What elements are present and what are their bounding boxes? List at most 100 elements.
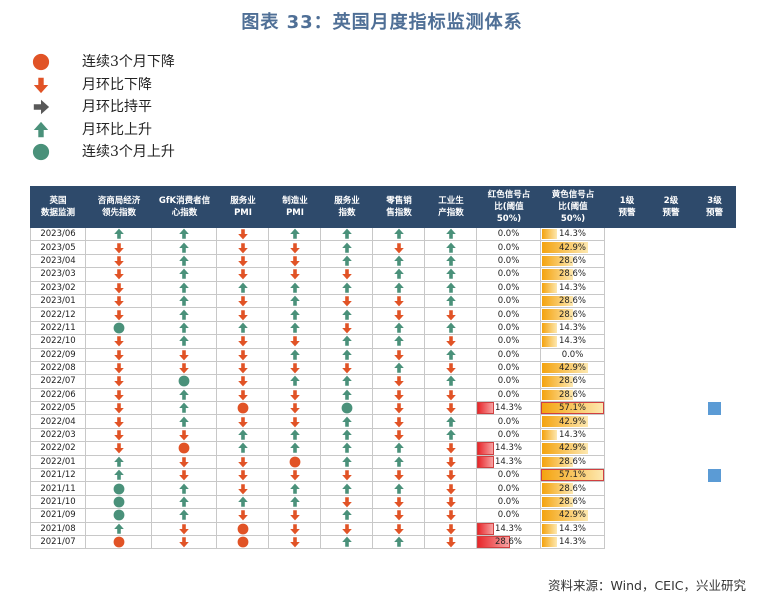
up-arrow-icon [341,389,352,400]
indicator-cell [217,254,269,269]
green-circle-icon [113,509,124,521]
red-signal-value: 0.0% [497,229,520,240]
yellow-signal-value: 57.1% [558,470,586,481]
up-arrow-icon [445,416,456,427]
red-signal-value: 0.0% [497,349,520,360]
up-arrow-icon [289,443,300,454]
up-arrow-icon [32,121,50,139]
table-header: 英国 数据监测 咨商局经济 领先指数 GfK消费者信 心指数 服务业 PMI 制造业 P… [30,186,736,228]
red-signal-bar [477,535,510,549]
up-arrow-icon [179,268,189,280]
down-arrow-icon [179,430,189,441]
up-arrow-icon [179,255,189,266]
warning-level-2-cell [649,402,693,415]
down-arrow-icon [445,403,456,414]
down-arrow-icon [179,457,189,468]
column-header: GfK消费者信 心指数 [158,196,211,218]
up-arrow-icon [289,349,300,360]
up-arrow-icon [179,416,189,427]
indicator-cell [269,402,321,416]
yellow-signal-cell: 28.6% [541,254,605,269]
red-signal-cell: 0.0% [477,375,541,389]
up-arrow-icon [289,429,300,440]
indicator-cell [269,509,321,523]
row-date: 2022/09 [30,348,86,362]
down-arrow-icon [179,537,189,548]
indicator-cell [217,268,269,282]
row-date: 2022/04 [30,415,86,429]
table-row: 2022/07 0.0% 28.6% [30,375,736,389]
yellow-signal-cell: 57.1% [541,468,605,483]
down-arrow-icon [289,390,300,401]
warning-level-1-cell [605,335,649,348]
up-arrow-icon [445,322,456,333]
warning-level-2-cell [649,228,693,241]
down-arrow-icon [237,470,248,481]
indicator-cell [217,509,269,523]
down-arrow-icon [445,390,456,401]
down-arrow-icon [445,363,456,374]
indicator-cell [425,268,477,282]
yellow-signal-bar [542,389,573,401]
yellow-signal-cell: 28.6% [541,375,605,389]
red-circle-icon [237,536,248,548]
table-row: 2022/06 0.0% 28.6% [30,388,736,403]
down-arrow-icon [113,376,124,387]
up-arrow-icon [393,282,404,293]
indicator-cell [269,482,321,496]
down-arrow-icon [237,242,248,253]
red-signal-value: 0.0% [497,255,520,266]
indicator-cell [321,442,373,456]
up-arrow-icon [179,402,189,414]
red-signal-cell: 0.0% [477,361,541,376]
warning-level-3-cell [693,482,736,495]
indicator-cell [373,268,425,282]
warning-level-2-cell [649,429,693,442]
indicator-cell [321,428,373,443]
indicator-cell [425,495,477,510]
down-arrow-icon [237,483,248,495]
indicator-cell [217,241,269,255]
yellow-signal-bar [542,269,573,280]
down-arrow-icon [289,363,300,374]
indicator-cell [86,482,152,496]
down-arrow-icon [237,296,248,307]
down-arrow-icon [113,309,124,320]
red-signal-value: 0.0% [497,336,520,347]
warning-level-2-cell [649,308,693,321]
down-arrow-icon [393,510,404,521]
indicator-cell [217,335,269,349]
row-date: 2022/12 [30,308,86,322]
column-header: 制造业 PMI [282,196,308,218]
indicator-cell [152,442,217,456]
indicator-cell [425,294,477,309]
warning-level-1-cell [605,496,649,509]
column-header: 咨商局经济 领先指数 [97,196,141,218]
red-signal-bar [477,442,494,455]
indicator-cell [152,455,217,470]
indicator-cell [217,388,269,403]
red-signal-value: 14.3% [494,456,522,467]
indicator-cell [425,522,477,536]
yellow-signal-bar [542,282,557,293]
down-arrow-icon [237,349,248,361]
indicator-cell [321,348,373,362]
table-row: 2022/03 0.0% 14.3% [30,428,736,443]
down-arrow-icon [113,256,124,267]
indicator-cell [86,348,152,362]
up-arrow-icon [179,389,189,400]
indicator-cell [217,321,269,336]
indicator-cell [269,495,321,510]
yellow-signal-cell: 57.1% [541,402,605,416]
indicator-cell [269,348,321,362]
red-signal-cell: 14.3% [477,442,541,456]
right-arrow-icon [32,98,50,116]
row-date: 2023/01 [30,294,86,309]
indicator-cell [425,442,477,456]
down-arrow-icon [289,242,300,253]
red-signal-value: 0.0% [497,322,520,333]
indicator-cell [321,522,373,536]
indicator-cell [321,388,373,403]
warning-level-3-cell [693,241,736,254]
down-arrow-icon [237,416,248,428]
